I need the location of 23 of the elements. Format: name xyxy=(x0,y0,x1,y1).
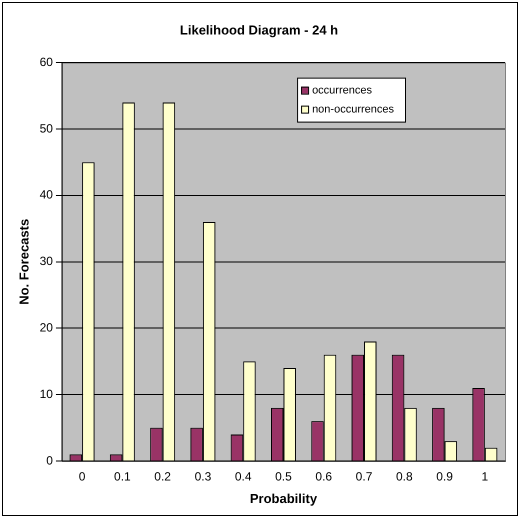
chart-title: Likelihood Diagram - 24 h xyxy=(180,22,338,38)
y-tick-label: 60 xyxy=(40,54,54,69)
legend-label: occurrences xyxy=(312,84,372,97)
x-tick-label: 0.2 xyxy=(154,470,172,484)
y-tick-label: 0 xyxy=(46,453,54,468)
y-tick-label: 40 xyxy=(40,188,54,202)
y-tick-label: 30 xyxy=(40,254,54,268)
x-tick-label: 0.5 xyxy=(275,470,292,484)
x-tick-label: 0.3 xyxy=(194,470,212,484)
y-tick-label: 50 xyxy=(40,121,54,136)
x-tick-label: 0.1 xyxy=(114,470,132,484)
x-tick-label: 0.4 xyxy=(234,470,252,484)
x-tick-label: 0.8 xyxy=(396,470,413,484)
y-tick-label: 10 xyxy=(40,386,54,401)
x-tick-label: 0.7 xyxy=(356,470,373,484)
x-tick-label: 1 xyxy=(482,470,489,484)
x-tick-label: 0 xyxy=(78,470,86,484)
legend-label: non-occurrences xyxy=(312,104,394,116)
y-tick-label: 20 xyxy=(40,320,54,335)
x-tick-label: 0.6 xyxy=(315,470,332,484)
x-axis-title: Probability xyxy=(250,490,318,506)
x-tick-label: 0.9 xyxy=(436,470,454,484)
y-axis-title: No. Forecasts xyxy=(16,218,32,305)
